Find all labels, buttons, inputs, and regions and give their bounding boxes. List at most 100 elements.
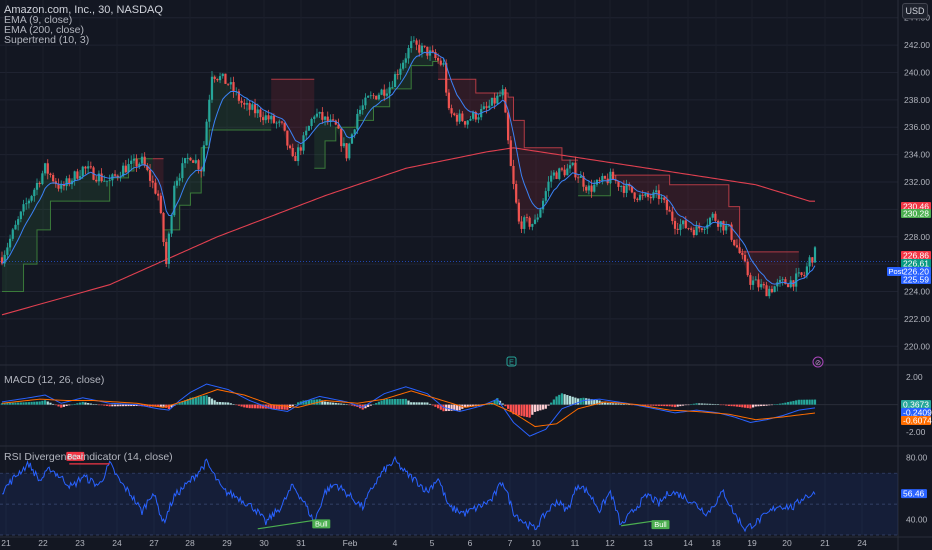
macd-histogram-bar (622, 403, 625, 405)
candle-body (655, 190, 658, 193)
macd-histogram-bar (216, 401, 219, 405)
candle (33, 187, 36, 202)
candle-body (33, 189, 36, 197)
candle-body (151, 180, 154, 183)
candle (205, 119, 208, 146)
candle (517, 199, 520, 225)
macd-histogram-bar (27, 402, 31, 405)
candle-body (482, 106, 485, 110)
earnings-marker: E (506, 356, 517, 367)
candle-body (585, 186, 588, 191)
candle (264, 110, 267, 124)
candle (410, 36, 413, 53)
bear-divergence: Bear (66, 451, 110, 465)
candle (297, 143, 300, 166)
indicator-ema9-label[interactable]: EMA (9, close) (4, 14, 73, 26)
candle-body (135, 158, 138, 167)
macd-histogram-bar (78, 402, 82, 405)
candle-body (138, 163, 141, 167)
macd-histogram-bar (30, 401, 33, 405)
macd-histogram-bar (660, 404, 663, 406)
macd-histogram-bar (87, 402, 90, 405)
macd-histogram-bar (186, 399, 189, 405)
macd-histogram-bar (652, 404, 655, 406)
currency-button[interactable]: USD (902, 3, 928, 19)
candle-body (49, 173, 52, 175)
macd-histogram-bar (111, 404, 114, 407)
candle-body (388, 87, 391, 94)
macd-histogram-bar (800, 399, 803, 405)
candle (14, 220, 17, 230)
candle (49, 172, 52, 178)
candle-body (167, 233, 171, 264)
supertrend-down-line (610, 174, 799, 253)
macd-histogram-bar (544, 404, 547, 409)
macd-histogram-bar (194, 396, 197, 405)
candle-body (560, 168, 564, 170)
candle (310, 117, 313, 130)
candle-body (81, 166, 84, 177)
candle (789, 276, 792, 289)
candle (146, 163, 149, 172)
candle (221, 73, 224, 79)
rsi-line (1, 455, 816, 533)
price-label-bg (901, 202, 931, 211)
candle-body (679, 224, 682, 230)
candle (800, 271, 803, 278)
macd-histogram-bar (668, 404, 671, 407)
candle (741, 248, 744, 260)
macd-histogram-bar (340, 403, 343, 405)
candle (778, 275, 782, 287)
bull-divergence: Bull (621, 520, 670, 530)
candle-body (813, 247, 817, 263)
macd-histogram-bar (552, 399, 555, 405)
macd-histogram-bar (595, 400, 599, 405)
macd-histogram-bar (547, 404, 550, 406)
candle-body (283, 122, 286, 131)
candle-body (660, 197, 663, 199)
indicator-supertrend-label[interactable]: Supertrend (10, 3) (4, 34, 90, 46)
candle-body (210, 76, 214, 100)
macd-histogram-bar (706, 403, 709, 405)
price-label-bg (901, 251, 931, 260)
candle-body (725, 225, 728, 231)
macd-histogram-bar (313, 399, 316, 405)
candle (743, 250, 747, 263)
macd-histogram-bar (542, 404, 545, 410)
candle-body (46, 163, 49, 174)
candle-body (132, 158, 136, 161)
macd-histogram-bar (437, 404, 440, 409)
earnings-marker-text: E (509, 358, 514, 367)
candle-body (237, 91, 241, 101)
macd-histogram-bar (323, 401, 327, 405)
candle-body (773, 286, 776, 293)
price-axis-tick: 242.00 (904, 40, 930, 50)
candle (781, 276, 784, 286)
candle-body (469, 118, 472, 121)
candle-body (474, 112, 477, 120)
candle-body (385, 93, 389, 96)
candle-body (563, 169, 566, 176)
macd-title[interactable]: MACD (12, 26, close) (4, 374, 105, 386)
candle-body (751, 280, 755, 285)
candle (210, 71, 214, 103)
rsi-title[interactable]: RSI Divergence Indicator (14, close) (4, 451, 173, 463)
candle (762, 281, 765, 289)
candle-body (262, 117, 265, 121)
candle (698, 222, 701, 233)
macd-histogram-bar (97, 404, 101, 406)
candle (197, 158, 200, 174)
candle (135, 154, 138, 172)
rsi-value-bg (901, 489, 927, 499)
indicator-ema200-label[interactable]: EMA (200, close) (4, 24, 84, 36)
candle-body (477, 117, 480, 120)
candle (757, 273, 760, 292)
candle (690, 226, 693, 233)
macd-histogram-bar (805, 399, 809, 405)
symbol-title[interactable]: Amazon.com, Inc., 30, NASDAQ (4, 4, 163, 16)
candle-body (315, 113, 319, 117)
candle-body (6, 247, 9, 255)
candle-body (434, 51, 437, 58)
